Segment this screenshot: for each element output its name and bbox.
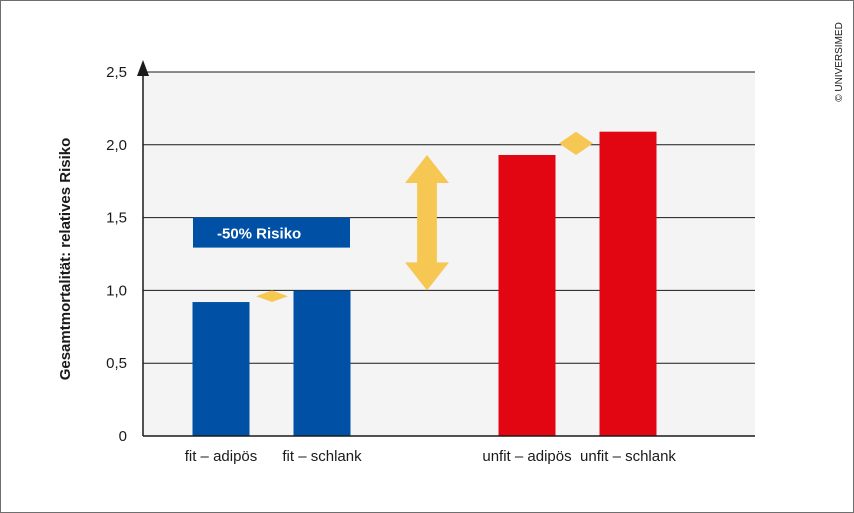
x-tick-label: fit – schlank <box>282 448 362 465</box>
bars <box>192 131 657 437</box>
y-axis-arrow <box>137 60 149 76</box>
y-tick-label: 1,5 <box>106 210 127 227</box>
axes <box>137 60 755 437</box>
y-tick-label: 2,0 <box>106 137 127 154</box>
difference-arrow <box>256 290 288 303</box>
x-tick-label: unfit – schlank <box>580 448 676 465</box>
x-tick-labels: fit – adipös fit – schlank unfit – adipös u… <box>185 448 677 465</box>
bar <box>599 131 657 437</box>
bar <box>192 302 250 436</box>
x-tick-label: unfit – adipös <box>482 448 571 465</box>
y-tick-label: 1,0 <box>106 282 127 299</box>
y-tick-label: 0,5 <box>106 355 127 372</box>
y-axis-label: Gesamtmortalität: relatives Risiko <box>57 138 74 381</box>
difference-arrow <box>559 131 593 155</box>
bar <box>293 290 351 436</box>
annotation-label: -50% Risiko <box>217 226 301 243</box>
y-tick-label: 0 <box>119 428 127 445</box>
x-tick-label: fit – adipös <box>185 448 258 465</box>
annotation-box <box>193 217 350 248</box>
y-tick-labels: 0 0,5 1,0 1,5 2,0 2,5 <box>106 64 127 445</box>
y-tick-label: 2,5 <box>106 64 127 81</box>
annotation: -50% Risiko <box>193 217 350 248</box>
credit-text: © UNIVERSIMED <box>834 22 845 102</box>
difference-arrows <box>256 131 593 303</box>
difference-arrow <box>405 154 449 291</box>
bar <box>498 154 556 436</box>
